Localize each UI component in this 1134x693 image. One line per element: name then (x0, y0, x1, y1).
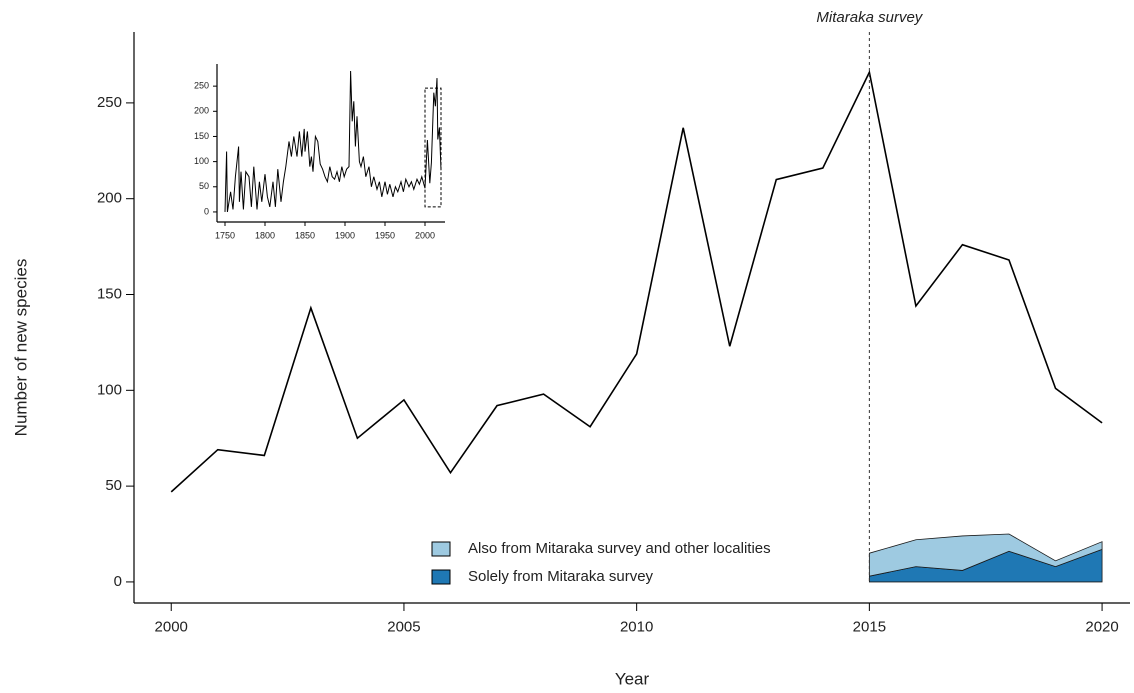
x-tick-label: 2010 (620, 618, 653, 635)
area (868, 533, 1103, 577)
annotation-text: Mitaraka survey (816, 9, 923, 26)
y-tick-label: 200 (194, 106, 209, 116)
x-tick-label: 2015 (853, 618, 886, 635)
y-tick-label: 150 (97, 285, 122, 302)
legend-label: Also from Mitaraka survey and other loca… (468, 540, 771, 557)
y-tick-label: 150 (194, 131, 209, 141)
y-tick-label: 100 (97, 381, 122, 398)
line (224, 71, 442, 213)
y-tick-label: 100 (194, 156, 209, 166)
line (170, 69, 1103, 493)
legend-label: Solely from Mitaraka survey (468, 568, 654, 585)
x-tick-label: 2005 (387, 618, 420, 635)
y-tick-label: 50 (105, 477, 122, 494)
x-tick-label: 1900 (335, 230, 355, 240)
x-tick-label: 1850 (295, 230, 315, 240)
y-tick-label: 50 (199, 181, 209, 191)
x-axis-label: Year (615, 669, 650, 688)
x-tick-label: 1800 (255, 230, 275, 240)
x-tick-label: 2000 (415, 230, 435, 240)
legend-swatch (431, 541, 451, 557)
x-tick-label: 1750 (215, 230, 235, 240)
x-tick-label: 2020 (1085, 618, 1118, 635)
x-tick-label: 1950 (375, 230, 395, 240)
y-axis-label: Number of new species (11, 259, 30, 437)
y-tick-label: 0 (204, 206, 209, 216)
highlight-box (424, 87, 442, 208)
y-tick-label: 250 (194, 81, 209, 91)
y-tick-label: 250 (97, 94, 122, 111)
y-tick-label: 200 (97, 190, 122, 207)
x-tick-label: 2000 (155, 618, 188, 635)
legend-swatch (431, 569, 451, 585)
y-tick-label: 0 (114, 573, 122, 590)
